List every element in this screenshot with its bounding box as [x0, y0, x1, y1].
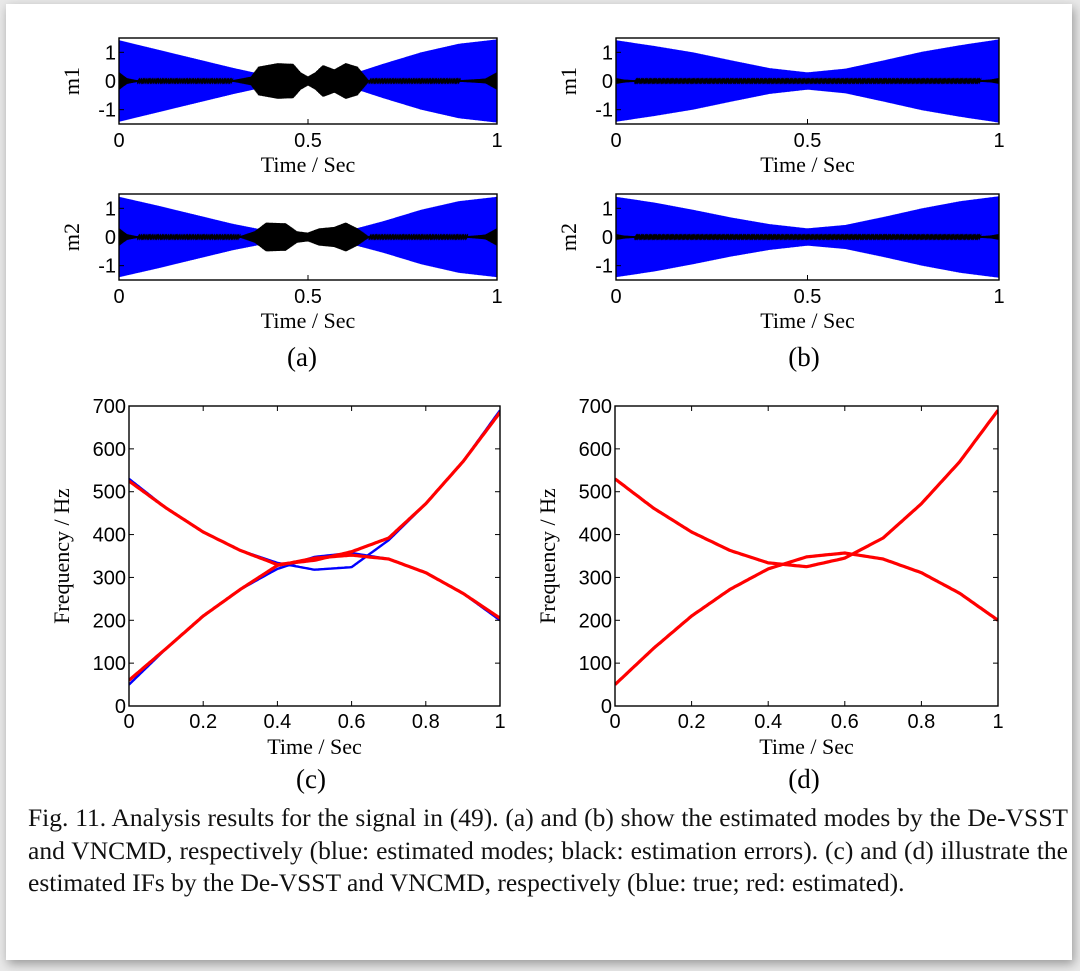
x-tick-label: 0.6 — [338, 711, 366, 733]
y-tick-label: -1 — [595, 256, 613, 278]
mode-plot-a-m2: 1 0 -1 0 0.5 1 Time / Sec m2 — [59, 193, 503, 333]
x-tick-label: 1 — [993, 130, 1004, 152]
x-tick-label: 0.5 — [794, 130, 822, 152]
y-tick-label: 0 — [601, 696, 612, 718]
y-tick-label: 200 — [93, 610, 126, 632]
y-tick-label: -1 — [595, 100, 613, 122]
y-tick-label: 0 — [105, 227, 116, 249]
figure-caption: Fig. 11. Analysis results for the signal… — [28, 803, 1068, 897]
y-axis-label: m1 — [59, 67, 84, 95]
x-tick-label: 1 — [491, 286, 502, 308]
x-tick-label: 1 — [992, 711, 1003, 733]
mode-plot-a-m1: 1 0 -1 0 0.5 1 Time / Sec m1 — [59, 37, 503, 177]
x-tick-label: 0.4 — [263, 711, 291, 733]
estimation-error-series — [119, 63, 497, 99]
x-tick-label: 0.4 — [754, 711, 782, 733]
true-if-1 — [129, 409, 500, 571]
x-tick-label: 0.6 — [831, 711, 859, 733]
y-tick-label: 300 — [579, 567, 612, 589]
if-plot-c: 0 100 200 300 400 500 600 700 0 0.2 0.4 0.6 0.8 1 Time… — [49, 396, 506, 759]
y-tick-label: -1 — [98, 100, 116, 122]
y-tick-label: 300 — [93, 567, 126, 589]
x-tick-label: 0.5 — [294, 130, 322, 152]
y-tick-label: 100 — [93, 653, 126, 675]
y-tick-label: 700 — [93, 396, 126, 418]
x-tick-label: 0.2 — [189, 711, 217, 733]
x-tick-label: 0 — [113, 286, 124, 308]
x-axis-label: Time / Sec — [759, 734, 854, 759]
mode-plot-b-m1: 1 0 -1 0 0.5 1 Time / Sec m1 — [556, 37, 1005, 177]
x-tick-label: 0.8 — [412, 711, 440, 733]
estimated-if-2 — [129, 553, 500, 682]
estimated-if-1 — [129, 411, 500, 567]
x-tick-label: 0.5 — [794, 286, 822, 308]
x-tick-label: 1 — [494, 711, 505, 733]
y-tick-label: -1 — [98, 256, 116, 278]
plot-frame — [614, 405, 999, 707]
y-axis-label: m2 — [59, 223, 84, 251]
x-tick-label: 0.5 — [294, 286, 322, 308]
y-axis-label: Frequency / Hz — [49, 488, 74, 624]
x-tick-label: 0.8 — [907, 711, 935, 733]
y-tick-label: 0 — [115, 696, 126, 718]
y-tick-label: 700 — [579, 396, 612, 418]
y-tick-label: 400 — [579, 525, 612, 547]
y-axis-label: m2 — [556, 223, 581, 251]
panel-label-c: (c) — [296, 764, 326, 794]
y-tick-label: 0 — [105, 71, 116, 93]
y-tick-label: 600 — [579, 439, 612, 461]
x-axis-label: Time / Sec — [267, 734, 362, 759]
x-tick-label: 0 — [113, 130, 124, 152]
estimation-error-series — [119, 222, 497, 252]
y-tick-label: 100 — [579, 653, 612, 675]
x-axis-label: Time / Sec — [760, 308, 855, 333]
estimated-if-1 — [615, 409, 998, 569]
y-tick-label: 0 — [602, 71, 613, 93]
y-tick-label: 500 — [579, 482, 612, 504]
estimated-if-2 — [615, 551, 998, 686]
y-tick-label: 1 — [105, 198, 116, 220]
panel-label-b: (b) — [788, 342, 819, 372]
paper-page: 1 0 -1 0 0.5 1 Time / Sec m1 1 0 -1 0 0.5 1 Time / Sec… — [6, 4, 1072, 960]
true-if-2 — [615, 551, 998, 686]
estimation-error-series — [616, 77, 999, 85]
x-axis-label: Time / Sec — [261, 308, 356, 333]
y-tick-label: 400 — [93, 525, 126, 547]
y-tick-label: 600 — [93, 439, 126, 461]
panel-label-a: (a) — [287, 342, 317, 372]
true-if-2 — [129, 551, 500, 686]
y-tick-label: 500 — [93, 482, 126, 504]
y-tick-label: 1 — [602, 42, 613, 64]
if-plot-d: 0 100 200 300 400 500 600 700 0 0.2 0.4 0.6 0.8 1 Time… — [535, 396, 1004, 759]
x-tick-label: 0 — [123, 711, 134, 733]
x-tick-label: 0 — [610, 130, 621, 152]
x-tick-label: 0.2 — [678, 711, 706, 733]
y-axis-label: m1 — [556, 67, 581, 95]
y-tick-label: 1 — [105, 42, 116, 64]
y-tick-label: 1 — [602, 198, 613, 220]
estimation-error-series — [616, 233, 999, 241]
plot-frame — [128, 405, 501, 707]
y-axis-label: Frequency / Hz — [535, 488, 560, 624]
x-tick-label: 1 — [491, 130, 502, 152]
mode-plot-b-m2: 1 0 -1 0 0.5 1 Time / Sec m2 — [556, 193, 1005, 333]
y-tick-label: 0 — [602, 227, 613, 249]
x-tick-label: 0 — [610, 286, 621, 308]
panel-label-d: (d) — [788, 764, 819, 794]
x-axis-label: Time / Sec — [261, 152, 356, 177]
x-tick-label: 1 — [993, 286, 1004, 308]
figure-11: 1 0 -1 0 0.5 1 Time / Sec m1 1 0 -1 0 0.5 1 Time / Sec… — [49, 37, 1005, 794]
x-tick-label: 0 — [609, 711, 620, 733]
y-tick-label: 200 — [579, 610, 612, 632]
true-if-1 — [615, 409, 998, 568]
x-axis-label: Time / Sec — [760, 152, 855, 177]
